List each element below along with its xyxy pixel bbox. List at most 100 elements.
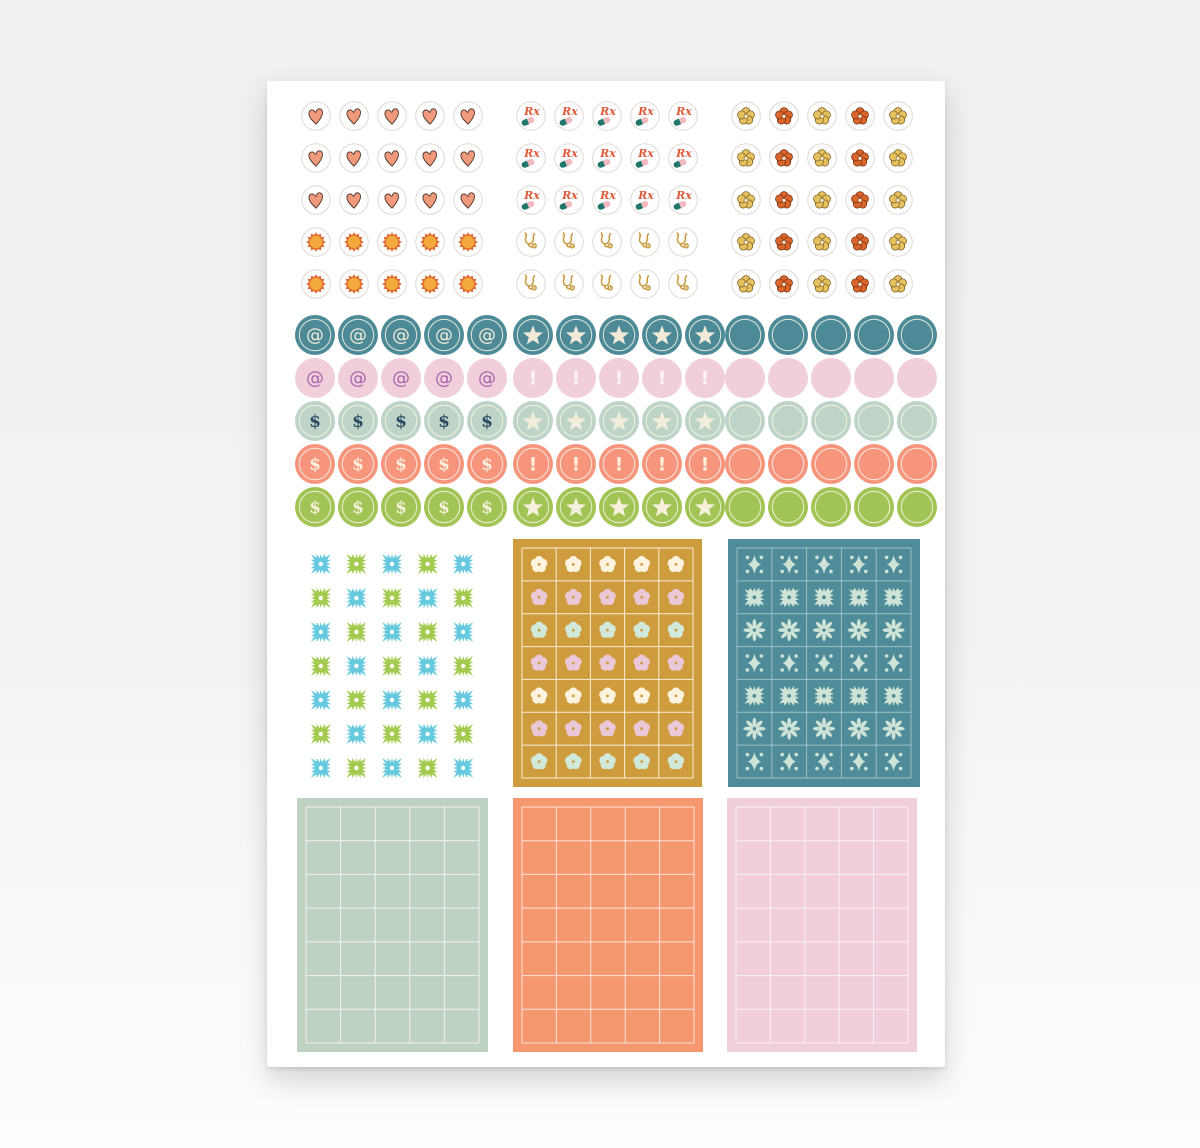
svg-text:$: $ [438,498,450,518]
flowers-sticker [769,101,799,131]
dot-sticker [725,444,765,484]
svg-text:@: @ [392,368,410,389]
svg-text:Rx: Rx [637,147,654,160]
flowers-sticker [769,269,799,299]
dot-sticker [725,315,765,355]
dot-sticker [768,358,808,398]
dot-sticker [897,401,937,441]
dot-sticker [642,401,682,441]
heart-sticker [453,143,483,173]
dot-sticker: $ [424,487,464,527]
dot-sticker [513,315,553,355]
starburst-pattern-block [310,554,474,778]
grid-block-section [267,81,945,1067]
dot-sticker [897,487,937,527]
dot-sticker: ! [685,444,725,484]
sun-sticker [415,269,445,299]
flowers-sticker [769,185,799,215]
dot-sticker: ! [513,358,553,398]
flowers-sticker [845,143,875,173]
sun-sticker [453,227,483,257]
heart-sticker [453,185,483,215]
dot-sticker: $ [381,444,421,484]
heart-sticker [301,143,331,173]
heart-sticker [339,185,369,215]
dot-sticker: @ [381,315,421,355]
dot-sticker [599,487,639,527]
flowers-sticker [845,269,875,299]
dot-sticker: ! [556,358,596,398]
dot-sticker [768,487,808,527]
rx-sticker: Rx [516,101,546,131]
dot-sticker [642,315,682,355]
dot-sticker: @ [295,358,335,398]
flower-pattern-block [513,539,702,787]
dot-sticker: ! [556,444,596,484]
stethoscope-sticker [592,227,622,257]
sun-sticker [339,227,369,257]
svg-text:!: ! [701,454,710,476]
flowers-sticker [807,185,837,215]
svg-text:Rx: Rx [675,105,692,118]
svg-text:!: ! [529,454,538,476]
svg-text:!: ! [658,368,667,390]
dot-sticker: $ [381,401,421,441]
dot-sticker [768,444,808,484]
svg-text:!: ! [529,368,538,390]
dot-sticker: ! [642,444,682,484]
dot-sticker: $ [295,444,335,484]
flowers-sticker [807,143,837,173]
svg-text:@: @ [478,368,496,389]
svg-text:!: ! [701,368,710,390]
dot-sticker [725,358,765,398]
svg-text:$: $ [309,455,321,475]
svg-text:Rx: Rx [561,189,578,202]
flowers-sticker [807,227,837,257]
stethoscope-sticker [516,269,546,299]
heart-sticker [415,101,445,131]
svg-text:$: $ [481,498,493,518]
dot-sticker [725,487,765,527]
svg-text:$: $ [309,498,321,518]
svg-text:$: $ [352,412,364,432]
dot-sticker: ! [642,358,682,398]
rx-sticker: Rx [668,185,698,215]
sun-sticker [415,227,445,257]
rx-sticker: Rx [630,101,660,131]
dot-sticker [725,401,765,441]
svg-text:!: ! [615,454,624,476]
rx-sticker: Rx [592,185,622,215]
dot-sticker [768,315,808,355]
dot-sticker [854,444,894,484]
svg-text:$: $ [395,412,407,432]
dot-sticker: $ [338,401,378,441]
dot-sticker [811,358,851,398]
dot-sticker: @ [467,358,507,398]
dot-sticker [811,487,851,527]
heart-sticker [301,101,331,131]
rx-sticker: Rx [516,185,546,215]
stethoscope-sticker [668,227,698,257]
dot-sticker [599,401,639,441]
mini-sticker-section: Rx Rx Rx Rx Rx Rx Rx Rx Rx Rx Rx Rx Rx Rx Rx [267,81,945,1067]
dot-sticker [854,315,894,355]
svg-text:!: ! [572,454,581,476]
dot-sticker [685,487,725,527]
quilt-pattern-block [728,539,920,787]
dot-sticker: ! [685,358,725,398]
sun-sticker [377,227,407,257]
stethoscope-sticker [554,227,584,257]
pattern-block-section [267,81,945,1067]
svg-text:@: @ [349,368,367,389]
dot-sticker [768,401,808,441]
rx-sticker: Rx [554,101,584,131]
svg-text:$: $ [438,412,450,432]
svg-text:$: $ [309,412,321,432]
dot-sticker [811,401,851,441]
dot-sticker: @ [467,315,507,355]
flowers-sticker [883,227,913,257]
flowers-sticker [731,269,761,299]
rx-sticker: Rx [668,101,698,131]
dot-sticker: ! [513,444,553,484]
dot-sticker: $ [338,444,378,484]
